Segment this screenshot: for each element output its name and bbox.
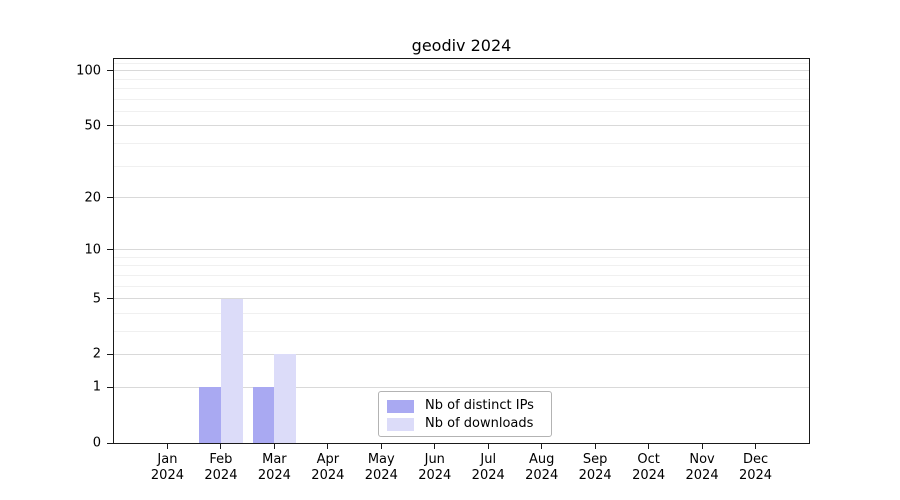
legend-label-downloads: Nb of downloads <box>425 416 534 431</box>
y-major-gridline <box>114 353 809 355</box>
legend-swatch-downloads <box>387 417 414 431</box>
x-tick-mark <box>380 443 382 449</box>
y-tick-mark <box>107 125 113 127</box>
x-tick-label-line: Apr <box>316 452 340 467</box>
x-tick-label-line: Dec <box>742 452 769 467</box>
y-minor-gridline <box>114 274 809 276</box>
x-tick-mark <box>648 443 650 449</box>
y-major-gridline <box>114 70 809 72</box>
x-tick-mark <box>755 443 757 449</box>
y-tick-label: 20 <box>84 190 101 205</box>
y-major-gridline <box>114 386 809 388</box>
y-tick-mark <box>107 442 113 444</box>
x-tick-label-line: 2024 <box>364 468 398 483</box>
x-tick-label-line: May <box>367 452 395 467</box>
x-tick-mark <box>273 443 275 449</box>
bar-downloads-mar <box>274 354 297 443</box>
x-tick-label: Nov 2024 <box>686 452 719 484</box>
x-tick-label-line: 2024 <box>578 468 612 483</box>
x-tick-mark <box>594 443 596 449</box>
y-major-gridline <box>114 298 809 300</box>
y-minor-gridline <box>114 256 809 258</box>
x-tick-label-line: 2024 <box>418 468 452 483</box>
x-tick-label: Jul 2024 <box>472 452 505 484</box>
x-tick-mark <box>487 443 489 449</box>
x-tick-label: Jan 2024 <box>151 452 184 484</box>
x-tick-label-line: 2024 <box>525 468 559 483</box>
x-tick-label: May 2024 <box>365 452 398 484</box>
y-tick-label: 5 <box>92 291 101 307</box>
y-major-gridline <box>114 125 809 127</box>
x-tick-label: Dec 2024 <box>739 452 772 484</box>
y-tick-label: 50 <box>84 118 101 134</box>
x-tick-label-line: 2024 <box>738 468 773 483</box>
x-tick-mark <box>220 443 222 449</box>
bar-distinct-ips-mar <box>252 387 275 443</box>
x-tick-label-line: Jun <box>424 452 445 467</box>
x-tick-label: Feb 2024 <box>204 452 237 484</box>
y-tick-mark <box>107 70 113 72</box>
y-minor-gridline <box>114 265 809 267</box>
x-tick-mark <box>701 443 703 449</box>
y-minor-gridline <box>114 165 809 167</box>
x-tick-label-line: 2024 <box>204 468 238 483</box>
y-minor-gridline <box>114 88 809 90</box>
x-tick-mark <box>434 443 436 449</box>
y-minor-gridline <box>114 285 809 287</box>
y-tick-label: 0 <box>92 435 101 451</box>
x-tick-label-line: 2024 <box>257 468 291 483</box>
x-tick-label: Aug 2024 <box>525 452 558 484</box>
y-tick-mark <box>107 353 113 355</box>
x-tick-label-line: 2024 <box>685 468 719 483</box>
x-tick-label-line: 2024 <box>311 468 345 483</box>
x-tick-label-line: Aug <box>528 452 555 467</box>
y-tick-label: 2 <box>92 346 101 362</box>
y-tick-mark <box>107 249 113 251</box>
legend: Nb of distinct IPs Nb of downloads <box>378 391 552 437</box>
x-tick-mark <box>327 443 329 449</box>
x-tick-label: Apr 2024 <box>311 452 344 484</box>
x-tick-label-line: Feb <box>209 452 233 467</box>
x-tick-label-line: 2024 <box>632 468 666 483</box>
x-tick-label-line: Jan <box>157 452 178 467</box>
legend-swatch-distinct-ips <box>387 399 414 413</box>
y-minor-gridline <box>114 98 809 100</box>
y-tick-label: 100 <box>76 63 101 79</box>
x-tick-label: Mar 2024 <box>258 452 291 484</box>
y-minor-gridline <box>114 330 809 332</box>
y-tick-label: 10 <box>84 242 101 258</box>
y-minor-gridline <box>114 312 809 314</box>
x-tick-label-line: 2024 <box>471 468 505 483</box>
x-tick-label-line: 2024 <box>150 468 184 483</box>
x-tick-label-line: Mar <box>262 452 287 467</box>
x-tick-label: Oct 2024 <box>632 452 665 484</box>
y-tick-label: 1 <box>92 379 101 395</box>
x-tick-label-line: Oct <box>637 452 660 467</box>
x-tick-label-line: Nov <box>689 452 715 467</box>
x-tick-label-line: Sep <box>582 452 608 467</box>
y-major-gridline <box>114 197 809 198</box>
y-tick-mark <box>107 386 113 388</box>
legend-item-downloads: Nb of downloads <box>387 415 543 433</box>
x-tick-label: Sep 2024 <box>579 452 612 484</box>
x-tick-mark <box>541 443 543 449</box>
y-minor-gridline <box>114 62 809 64</box>
legend-label-distinct-ips: Nb of distinct IPs <box>425 398 534 413</box>
y-major-gridline <box>114 249 809 251</box>
plot-area: Nb of distinct IPs Nb of downloads 0 1 2 5 1… <box>76 58 810 483</box>
y-tick-mark <box>107 298 113 300</box>
legend-item-distinct-ips: Nb of distinct IPs <box>387 397 543 415</box>
x-tick-mark <box>166 443 168 449</box>
y-minor-gridline <box>114 143 809 145</box>
bar-downloads-feb <box>220 298 243 443</box>
y-minor-gridline <box>114 78 809 80</box>
y-tick-mark <box>107 197 113 198</box>
bar-distinct-ips-feb <box>199 387 221 443</box>
chart-title: geodiv 2024 <box>411 36 512 55</box>
y-minor-gridline <box>114 111 809 113</box>
x-tick-label: Jun 2024 <box>418 452 451 484</box>
x-tick-label-line: Jul <box>480 452 497 467</box>
